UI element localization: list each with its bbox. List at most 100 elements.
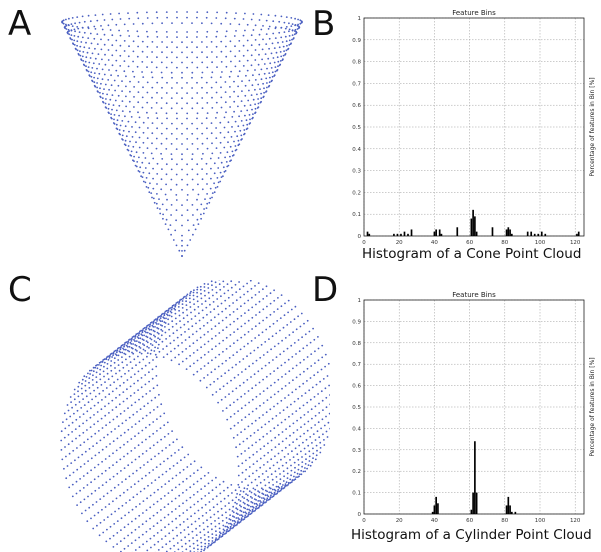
cone-point	[118, 12, 120, 15]
cylinder-point	[275, 493, 277, 496]
cylinder-point	[273, 289, 275, 292]
x-tick-label: 60	[466, 240, 473, 246]
cylinder-point	[152, 325, 155, 328]
cylinder-point	[154, 396, 157, 399]
cylinder-point	[90, 469, 92, 472]
cylinder-point	[138, 341, 140, 343]
cone-point	[210, 167, 212, 170]
cylinder-point	[77, 456, 80, 459]
cone-point	[237, 125, 240, 128]
cylinder-point	[255, 505, 258, 508]
cylinder-point	[156, 327, 159, 329]
cylinder-point	[314, 439, 317, 441]
cone-point	[220, 22, 223, 25]
cylinder-point	[110, 364, 112, 367]
cylinder-point	[232, 302, 235, 304]
cone-point	[138, 116, 141, 119]
cylinder-point	[262, 497, 265, 499]
cylinder-point	[295, 388, 297, 391]
cylinder-point	[119, 346, 122, 348]
cylinder-point	[132, 343, 135, 345]
cone-point	[223, 116, 226, 119]
cylinder-point	[146, 549, 149, 552]
histogram-bar	[537, 233, 540, 236]
cylinder-point	[89, 416, 92, 419]
cone-point	[124, 125, 127, 128]
cylinder-point	[112, 546, 115, 548]
cylinder-point	[214, 538, 217, 541]
cylinder-point	[116, 415, 118, 418]
cylinder-point	[103, 361, 106, 364]
cylinder-point	[214, 325, 217, 328]
cylinder-point	[261, 367, 263, 370]
cone-point	[142, 131, 145, 134]
cylinder-point	[254, 325, 257, 328]
cone-point	[261, 48, 264, 51]
cylinder-point	[235, 363, 237, 366]
cylinder-point	[269, 487, 272, 490]
cylinder-point	[105, 424, 107, 427]
cone-point	[181, 188, 183, 191]
cylinder-point	[148, 347, 150, 349]
cylinder-point	[174, 497, 177, 500]
cylinder-point	[270, 458, 273, 461]
cylinder-point	[258, 334, 260, 337]
cone-point	[189, 239, 192, 241]
cone-point	[283, 21, 286, 24]
cylinder-point	[85, 419, 88, 422]
cylinder-point	[152, 432, 155, 435]
histogram-bar	[431, 511, 434, 514]
cylinder-point	[308, 455, 311, 458]
cone-point	[77, 27, 80, 30]
cylinder-point	[241, 496, 244, 498]
cone-point	[201, 188, 204, 191]
cylinder-point	[248, 466, 251, 468]
cone-point	[93, 76, 95, 79]
cylinder-point	[235, 507, 238, 510]
x-tick-label: 40	[431, 518, 438, 524]
cylinder-point	[243, 333, 246, 336]
cylinder-point	[233, 331, 236, 333]
cone-point	[134, 164, 137, 167]
cylinder-point	[250, 491, 253, 494]
cone-point	[251, 108, 253, 111]
cylinder-point	[270, 396, 272, 399]
cylinder-point	[233, 424, 236, 427]
cylinder-point	[72, 471, 75, 474]
cylinder-point	[120, 470, 122, 472]
cylinder-point	[123, 455, 125, 458]
cylinder-point	[317, 347, 320, 350]
cylinder-point	[240, 452, 243, 455]
cylinder-point	[73, 388, 76, 391]
cylinder-point	[126, 489, 129, 491]
cylinder-point	[187, 328, 190, 330]
cylinder-point	[223, 529, 226, 532]
cone-point	[89, 32, 92, 35]
cylinder-point	[145, 530, 148, 533]
cylinder-point	[126, 379, 129, 381]
cylinder-point	[193, 308, 196, 311]
cylinder-point	[177, 548, 180, 551]
cylinder-point	[279, 478, 282, 481]
cylinder-point	[159, 317, 162, 319]
cone-point	[254, 24, 257, 27]
cylinder-point	[275, 476, 278, 478]
cylinder-point	[203, 549, 205, 552]
cone-point	[217, 157, 220, 159]
cylinder-point	[81, 378, 84, 381]
cone-point	[169, 224, 172, 227]
cylinder-point	[164, 322, 167, 324]
cylinder-point	[135, 469, 138, 472]
cylinder-point	[255, 395, 258, 398]
cylinder-point	[109, 354, 111, 357]
cone-point	[146, 66, 148, 68]
cone-point	[288, 28, 291, 31]
cylinder-point	[106, 528, 108, 531]
histogram-bar	[368, 233, 371, 236]
cylinder-point	[156, 500, 159, 503]
cylinder-point	[224, 299, 227, 302]
cylinder-point	[321, 344, 324, 347]
y-tick-label: 0.3	[352, 448, 361, 454]
cylinder-point	[128, 499, 131, 501]
cone-point	[175, 219, 177, 222]
